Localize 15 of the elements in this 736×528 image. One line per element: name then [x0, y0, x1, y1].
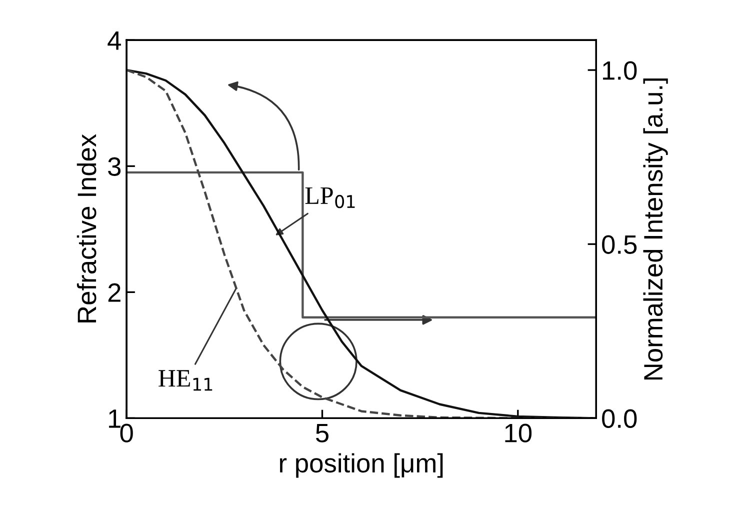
- y2-tick-label: 0.5: [602, 235, 637, 254]
- x-tick-label: 10: [505, 424, 532, 442]
- x-axis-title: r position [μm]: [280, 453, 443, 478]
- y2-axis-title: Normalized Intensity [a.u.]: [643, 78, 668, 380]
- y-tick-label: 3: [108, 157, 121, 176]
- y-tick-label: 2: [108, 283, 120, 302]
- y-tick-label: 4: [108, 32, 121, 50]
- y2-tick-label: 1.0: [603, 61, 637, 80]
- y-tick-label: 1: [109, 410, 120, 428]
- annotation: LP$_{01}$: [305, 187, 355, 208]
- x-tick-label: 5: [316, 424, 328, 442]
- y2-tick-label: 0.0: [602, 409, 637, 428]
- x-tick-label: 0: [120, 424, 133, 442]
- y-axis-title: Refractive Index: [76, 134, 96, 322]
- annotation: HE$_{11}$: [158, 370, 212, 391]
